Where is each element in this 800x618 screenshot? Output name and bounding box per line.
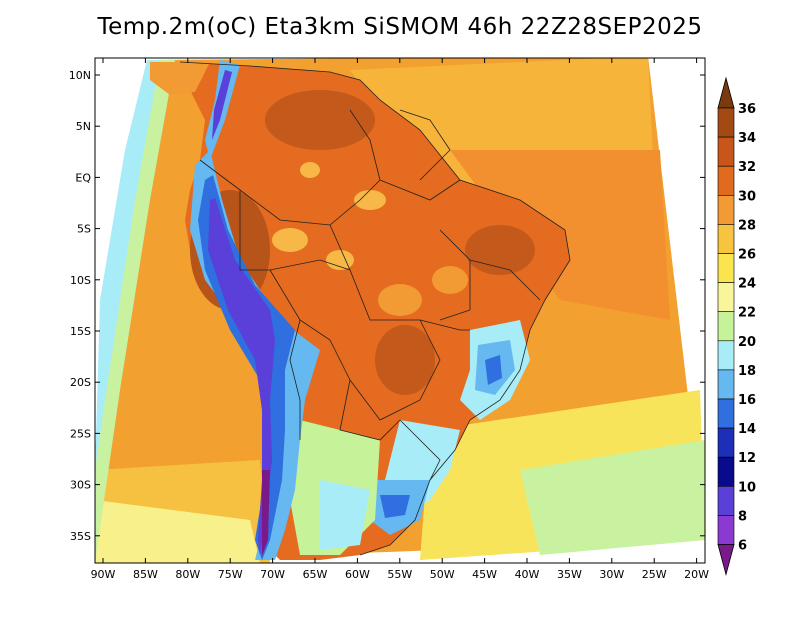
colorbar-swatch xyxy=(717,456,735,487)
colorbar-swatch xyxy=(717,515,735,545)
lat-tick-label: 10N xyxy=(69,69,91,82)
lon-tick-label: 50W xyxy=(430,568,455,581)
lon-tick-label: 45W xyxy=(472,568,497,581)
colorbar-swatch xyxy=(717,369,735,400)
country-borders xyxy=(179,61,571,556)
map-title: Temp.2m(oC) Eta3km SiSMOM 46h 22Z28SEP20… xyxy=(97,14,703,40)
hot-core-center xyxy=(375,325,435,395)
colorbar-label: 8 xyxy=(738,509,747,524)
lon-tick-label: 20W xyxy=(684,568,709,581)
lon-tick-label: 55W xyxy=(387,568,412,581)
colorbar-swatch xyxy=(717,165,735,196)
colorbar-swatch xyxy=(717,224,735,254)
colorbar-label: 34 xyxy=(738,131,756,146)
colorbar-label: 14 xyxy=(738,422,756,437)
colorbar-swatch xyxy=(717,398,735,429)
lat-tick-label: 25S xyxy=(70,427,91,440)
colorbar-label: 32 xyxy=(738,160,756,175)
lat-tick-label: EQ xyxy=(75,171,91,184)
hot-core-north xyxy=(265,90,375,150)
lon-tick-label: 30W xyxy=(599,568,624,581)
lon-tick-label: 25W xyxy=(642,568,667,581)
lon-tick-label: 80W xyxy=(175,568,200,581)
colorbar-swatch xyxy=(717,427,735,458)
colorbar-label: 6 xyxy=(738,539,747,554)
colorbar-top-arrow xyxy=(717,76,735,109)
colorbar: 36 34 32 30 28 26 24 22 20 18 16 14 12 10 8 6 xyxy=(717,76,756,577)
lon-tick-label: 60W xyxy=(345,568,370,581)
lon-tick-label: 70W xyxy=(260,568,285,581)
colorbar-swatch xyxy=(717,253,735,283)
colorbar-label: 10 xyxy=(738,480,756,495)
colorbar-label: 26 xyxy=(738,248,756,263)
colorbar-label: 12 xyxy=(738,451,756,466)
latitude-axis: 10N 5N EQ 5S 10S 15S 20S 25S 30S 35S xyxy=(69,69,705,543)
colorbar-label: 36 xyxy=(738,102,756,117)
colorbar-label: 24 xyxy=(738,277,756,292)
lat-tick-label: 20S xyxy=(70,376,91,389)
south-america-land xyxy=(180,62,570,560)
lat-tick-label: 5S xyxy=(77,223,91,236)
colorbar-swatch xyxy=(717,195,735,225)
colorbar-label: 20 xyxy=(738,335,756,350)
colorbar-swatch xyxy=(717,311,735,342)
colorbar-swatch xyxy=(717,107,735,138)
colorbar-bottom-arrow xyxy=(717,544,735,577)
lon-tick-label: 65W xyxy=(303,568,328,581)
colorbar-label: 30 xyxy=(738,189,756,204)
colorbar-swatch xyxy=(717,282,735,313)
colorbar-label: 22 xyxy=(738,306,756,321)
lon-tick-label: 75W xyxy=(218,568,243,581)
lon-tick-label: 90W xyxy=(91,568,116,581)
colorbar-swatch xyxy=(717,485,735,516)
lon-tick-label: 85W xyxy=(133,568,158,581)
temperature-field xyxy=(95,58,705,563)
colorbar-label: 16 xyxy=(738,393,756,408)
lon-tick-label: 40W xyxy=(515,568,540,581)
colorbar-swatch xyxy=(717,340,735,371)
lat-tick-label: 30S xyxy=(70,479,91,492)
longitude-axis: 90W 85W 80W 75W 70W 65W 60W 55W 50W 45W 40W 35W 30W 2… xyxy=(91,58,709,581)
lat-tick-label: 10S xyxy=(70,274,91,287)
hot-core-northeast xyxy=(465,225,535,275)
lat-tick-label: 5N xyxy=(76,120,91,133)
lon-tick-label: 35W xyxy=(557,568,582,581)
colorbar-swatch xyxy=(717,136,735,167)
lat-tick-label: 35S xyxy=(70,530,91,543)
colorbar-label: 28 xyxy=(738,218,756,233)
lat-tick-label: 15S xyxy=(70,325,91,338)
colorbar-label: 18 xyxy=(738,364,756,379)
